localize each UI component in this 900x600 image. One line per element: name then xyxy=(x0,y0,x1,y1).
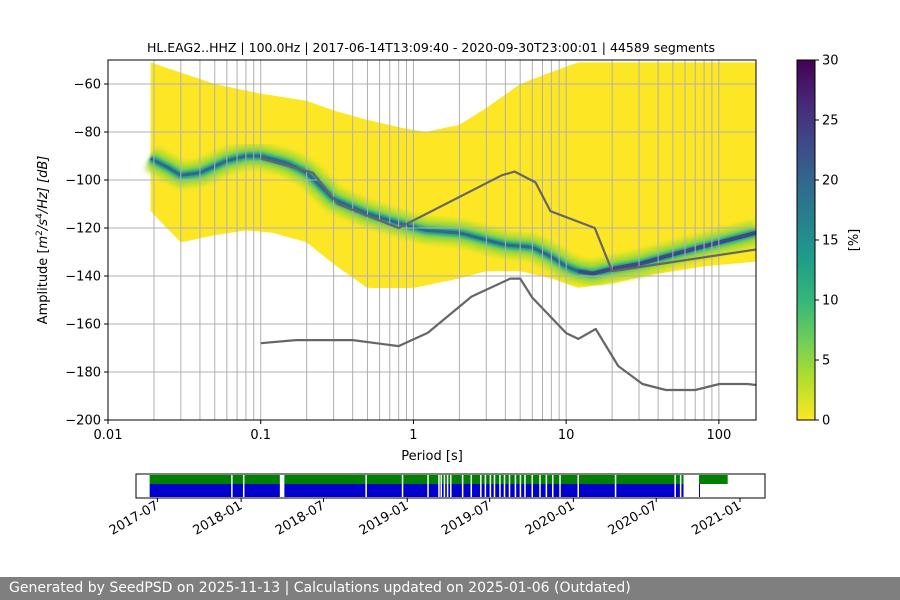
timeline-gap xyxy=(519,475,522,497)
noise-models xyxy=(260,157,756,392)
timeline-gap xyxy=(427,475,429,497)
colorbar: 0 5 10 15 20 25 30 [%] xyxy=(796,54,862,429)
timeline-tick-label: 2018-07 xyxy=(273,498,328,538)
colorbar-tick-label: 5 xyxy=(822,354,830,369)
noise-model-nhnm xyxy=(260,157,756,273)
plot-area: 0.01 0.1 1 10 100 −60 −80 −100 −120 −140 −160 −180… xyxy=(65,59,757,443)
colorbar-tick-label: 15 xyxy=(822,234,839,249)
timeline-tick-label: 2019-07 xyxy=(439,498,494,538)
timeline-gap xyxy=(470,475,473,497)
timeline-gap xyxy=(551,475,554,497)
y-tick-label: −120 xyxy=(65,222,101,237)
grid xyxy=(108,60,756,420)
timeline-gap xyxy=(674,475,676,497)
y-axis-ticks: −60 −80 −100 −120 −140 −160 −180 −200 xyxy=(65,78,108,429)
noise-model-nlnm xyxy=(260,277,756,392)
timeline-gap xyxy=(461,475,464,497)
timeline-gap xyxy=(499,475,501,497)
y-tick-label: −100 xyxy=(65,174,101,189)
y-axis-label: Amplitude [m2/s4/Hz] [dB] xyxy=(35,156,51,325)
x-tick-label: 100 xyxy=(706,428,731,443)
timeline-gap xyxy=(514,475,517,497)
colorbar-label: [%] xyxy=(847,229,862,252)
colorbar-tick-label: 25 xyxy=(822,114,839,129)
timeline-gap xyxy=(489,475,492,497)
timeline-gap xyxy=(242,475,245,497)
timeline-used-segments xyxy=(699,484,701,497)
y-tick-label: −160 xyxy=(65,318,101,333)
timeline-gap xyxy=(438,475,440,497)
timeline-gap xyxy=(450,475,452,497)
timeline-gap xyxy=(531,475,534,497)
y-axis-label-m: m xyxy=(36,236,51,249)
timeline-gap xyxy=(508,475,511,497)
chart-title: HL.EAG2..HHZ | 100.0Hz | 2017-06-14T13:0… xyxy=(147,40,715,55)
timeline-gap xyxy=(480,475,482,497)
timeline-gap xyxy=(559,475,561,497)
timeline-gap xyxy=(440,475,442,497)
y-tick-label: −140 xyxy=(65,270,101,285)
timeline-tick-label: 2020-01 xyxy=(523,498,578,538)
timeline-gap xyxy=(493,475,496,497)
psd-distribution-area xyxy=(150,62,756,288)
timeline-data-availability xyxy=(699,475,728,484)
psd-heatmap xyxy=(141,62,756,288)
colorbar-tick-label: 0 xyxy=(822,414,830,429)
timeline-used-segments xyxy=(149,484,280,497)
x-tick-label: 10 xyxy=(558,428,575,443)
y-tick-label: −180 xyxy=(65,366,101,381)
timeline-gap xyxy=(539,475,541,497)
timeline-gap xyxy=(679,475,682,497)
timeline-gap xyxy=(484,475,487,497)
colorbar-ticks: 0 5 10 15 20 25 30 xyxy=(815,54,839,429)
y-tick-label: −60 xyxy=(74,78,101,93)
x-tick-label: 1 xyxy=(409,428,417,443)
plot-frame xyxy=(107,59,757,421)
y-axis-label-s: /s xyxy=(36,219,51,231)
timeline-gap xyxy=(545,475,548,497)
colorbar-tick-label: 10 xyxy=(822,294,839,309)
x-axis-label: Period [s] xyxy=(401,449,463,464)
timeline-gap xyxy=(446,475,449,497)
timeline-tick-label: 2018-01 xyxy=(191,498,246,538)
timeline-gap xyxy=(365,475,367,497)
timeline-bars xyxy=(149,475,728,497)
y-tick-label: −80 xyxy=(74,126,101,141)
timeline-gap xyxy=(577,475,579,497)
timeline-tick-label: 2020-07 xyxy=(606,498,661,538)
timeline-gap xyxy=(503,475,506,497)
timeline-used-segments xyxy=(284,484,684,497)
footer-bar: Generated by SeedPSD on 2025-11-13 | Cal… xyxy=(0,577,900,600)
timeline-gap xyxy=(401,475,404,497)
timeline-gap xyxy=(443,475,446,497)
y-axis-label-exp4: 4 xyxy=(35,213,45,219)
y-axis-label-base: Amplitude [ xyxy=(36,248,51,324)
colorbar-tick-label: 20 xyxy=(822,174,839,189)
timeline-gap xyxy=(614,475,617,497)
y-tick-label: −200 xyxy=(65,414,101,429)
timeline-tick-label: 2021-01 xyxy=(689,498,744,538)
y-axis-label-tail: /Hz] [dB] xyxy=(36,156,51,215)
timeline-gap xyxy=(231,475,233,497)
timeline-data-availability xyxy=(149,475,280,484)
timeline-data-availability xyxy=(284,475,684,484)
colorbar-tick-label: 30 xyxy=(822,54,839,69)
timeline-gap xyxy=(524,475,526,497)
y-axis-label-exp2: 2 xyxy=(35,230,45,236)
timeline-tick-label: 2019-01 xyxy=(357,498,412,538)
timeline-frame xyxy=(135,473,766,499)
x-tick-label: 0.1 xyxy=(250,428,271,443)
timeline-tick-label: 2017-07 xyxy=(107,498,162,538)
x-axis-ticks: 0.01 0.1 1 10 100 xyxy=(94,420,731,443)
colorbar-gradient xyxy=(796,59,816,421)
x-tick-label: 0.01 xyxy=(94,428,123,443)
timeline-ticks: 2017-07 2018-01 2018-07 2019-01 2019-07 2020-… xyxy=(107,498,744,539)
availability-timeline: 2017-07 2018-01 2018-07 2019-01 2019-07 2020-… xyxy=(107,473,766,539)
